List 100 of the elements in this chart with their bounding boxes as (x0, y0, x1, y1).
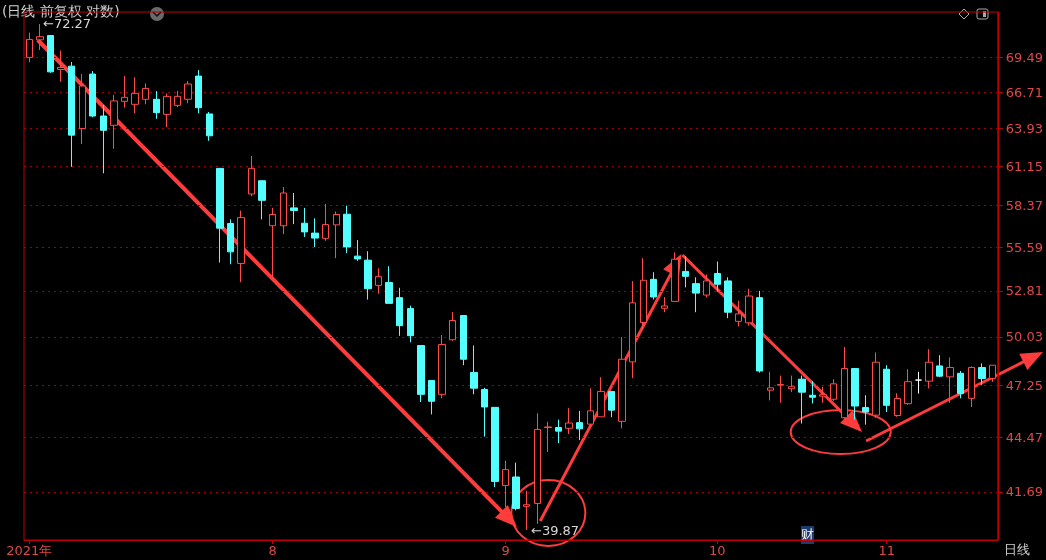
candlestick (491, 406, 499, 488)
candlestick (925, 348, 933, 389)
candlestick (512, 462, 520, 511)
y-tick-label: 61.15 (1005, 158, 1043, 174)
x-tick-label: 10 (709, 543, 726, 558)
candlestick (555, 419, 562, 444)
x-tick-label: 8 (268, 543, 277, 558)
candlestick (280, 186, 287, 235)
candlestick (184, 80, 192, 104)
candlestick (322, 203, 329, 242)
candlestick (904, 368, 912, 406)
candlestick (523, 490, 530, 531)
y-tick-label: 55.59 (1005, 239, 1043, 255)
candlestick (301, 207, 308, 238)
candlestick (248, 155, 255, 197)
candlestick (57, 49, 65, 83)
annotation: 财 (801, 526, 814, 544)
candlestick (258, 180, 266, 220)
candlestick (36, 23, 44, 51)
candlestick (968, 365, 975, 408)
candlestick (396, 287, 403, 337)
y-tick-label: 69.49 (1005, 49, 1043, 65)
candlestick (89, 70, 96, 118)
x-tick-label: 9 (501, 543, 510, 558)
candlestick (100, 104, 107, 174)
candlestick (163, 92, 171, 128)
candlestick (385, 265, 393, 304)
candlestick (481, 387, 488, 438)
y-tick-label: 41.69 (1005, 484, 1043, 500)
candlestick (640, 257, 647, 331)
candlestick (290, 192, 298, 225)
candlestick (364, 250, 372, 301)
candlestick (629, 280, 636, 379)
candlestick (915, 371, 922, 395)
candlestick (608, 390, 615, 418)
candlestick (121, 75, 128, 109)
candlestick (661, 296, 668, 313)
candlestick (26, 32, 33, 63)
candlestick (227, 218, 234, 265)
candlestick (110, 94, 118, 150)
candlestick (153, 90, 160, 120)
candlestick (534, 412, 541, 525)
candlestick (946, 357, 954, 404)
candlestick (195, 69, 202, 114)
candlestick (354, 239, 361, 262)
candlestick (957, 370, 964, 399)
candlestick (777, 375, 784, 404)
candlestick (819, 386, 827, 404)
candlestick (809, 380, 816, 404)
candlestick (449, 311, 456, 342)
candlestick (544, 421, 552, 453)
candlestick (587, 387, 594, 428)
y-tick-label: 52.81 (1005, 283, 1043, 299)
x-tick-label: 2021年 (6, 543, 53, 558)
candlestick (68, 61, 75, 168)
x-tick-label: 11 (878, 543, 895, 558)
candlestick (565, 407, 573, 435)
candlestick (237, 210, 245, 283)
candlestick (883, 364, 890, 413)
candlestick (174, 90, 181, 108)
candlestick (597, 376, 605, 418)
y-tick-label: 58.37 (1005, 198, 1043, 214)
y-tick-label: 66.71 (1005, 84, 1043, 100)
y-tick-label: 50.03 (1005, 329, 1043, 345)
candlestick (978, 362, 986, 386)
chart-title: (日线 前复权 对数) (2, 3, 120, 19)
candlestick (438, 334, 446, 399)
y-tick-label: 63.93 (1005, 120, 1043, 136)
candlestick (841, 346, 848, 421)
candlestick (650, 271, 657, 301)
candlestick (703, 273, 710, 298)
candlestick (798, 375, 806, 425)
candlestick (936, 354, 943, 378)
candlestick (460, 315, 467, 366)
candlestick (428, 379, 435, 415)
candlestick (830, 378, 837, 402)
candlestick (269, 207, 276, 280)
candlestick (724, 276, 732, 319)
text: 日线 (1004, 541, 1030, 559)
candlestick (894, 392, 901, 418)
annotation: ←72.27 (43, 16, 92, 31)
candlestick (989, 364, 996, 383)
candlestick (735, 300, 742, 327)
candlestick (417, 345, 425, 403)
annotation: ←39.87 (531, 523, 580, 538)
candlestick (692, 276, 700, 313)
candlestick (407, 305, 414, 343)
candlestick (851, 368, 859, 421)
candlestick (47, 35, 54, 74)
candlestick (756, 290, 763, 374)
candlestick (788, 375, 795, 393)
candlestick (333, 211, 340, 259)
candlestick (131, 76, 139, 114)
candlestick (767, 371, 774, 401)
y-tick-label: 47.25 (1005, 377, 1043, 393)
candlestick (142, 82, 149, 105)
candlestick (618, 336, 626, 429)
candlestick (343, 205, 351, 254)
candlestick (862, 394, 869, 426)
candlestick (745, 288, 753, 327)
